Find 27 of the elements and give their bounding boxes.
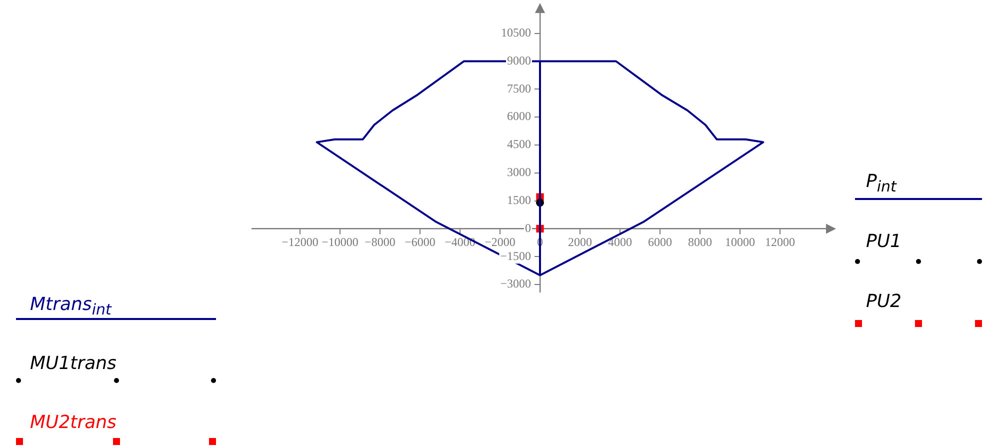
text: MU2trans xyxy=(30,412,116,433)
x-tick-label: −6000 xyxy=(404,235,436,250)
x-tick-label: 8000 xyxy=(688,235,712,250)
y-tick-label: 3000 xyxy=(507,165,531,180)
y-tick-label: 9000 xyxy=(507,53,531,68)
x-tick-label: −10000 xyxy=(322,235,358,250)
x-tick-label: 6000 xyxy=(648,235,672,250)
y-tick-label: 4500 xyxy=(507,137,531,152)
text: Mtrans$_{int}$ xyxy=(30,294,112,319)
x-tick-label: 2000 xyxy=(568,235,592,250)
x-tick-label: 10000 xyxy=(725,235,755,250)
y-tick-label: 0 xyxy=(525,220,531,235)
y-tick-label: −1500 xyxy=(500,248,531,263)
x-tick-label: −8000 xyxy=(364,235,396,250)
x-tick-label: 12000 xyxy=(765,235,795,250)
text: PU2 xyxy=(866,291,902,312)
text: PU1 xyxy=(866,231,902,252)
y-tick-label: 1500 xyxy=(507,192,531,207)
x-tick-label: 4000 xyxy=(608,235,632,250)
x-tick-label: −12000 xyxy=(282,235,318,250)
y-tick-label: −3000 xyxy=(500,276,531,291)
y-tick-label: 6000 xyxy=(507,109,531,124)
text: MU1trans xyxy=(30,353,116,374)
y-tick-label: 10500 xyxy=(501,25,531,40)
y-tick-label: 7500 xyxy=(507,81,531,96)
x-tick-label: −2000 xyxy=(484,235,516,250)
text: P$_{int}$ xyxy=(866,171,896,196)
